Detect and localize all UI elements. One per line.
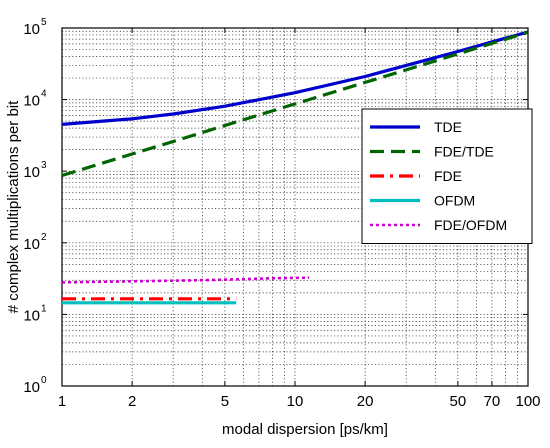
y-tick-label-base: 10 <box>23 93 40 110</box>
legend: TDE FDE/TDE FDE OFDM FDE/OFDM <box>361 108 533 244</box>
x-axis-label: modal dispersion [ps/km] <box>222 421 388 438</box>
series-layer <box>61 30 529 305</box>
y-tick-label-base: 10 <box>23 379 40 396</box>
y-tick-label-base: 10 <box>23 307 40 324</box>
y-tick-label-exponent: 1 <box>41 303 47 314</box>
x-tick-label: 50 <box>450 393 467 410</box>
y-tick-label-exponent: 3 <box>41 160 47 171</box>
series-line-fde-tde <box>61 30 529 178</box>
x-tick-label: 5 <box>221 393 229 410</box>
x-tick-label: 70 <box>484 393 501 410</box>
y-axis-label: # complex multiplications per bit <box>5 100 22 313</box>
legend-label: FDE/OFDM <box>434 217 507 233</box>
x-axis-ticks: 1 2 5 10 20 50 70 100 <box>58 28 541 410</box>
y-tick-label-exponent: 4 <box>41 89 47 100</box>
x-tick-label: 10 <box>287 393 304 410</box>
y-tick-label-exponent: 5 <box>41 17 47 28</box>
series-line-fde-ofdm <box>61 276 310 284</box>
legend-label: FDE/TDE <box>434 144 494 160</box>
x-tick-label: 1 <box>58 393 66 410</box>
legend-label: FDE <box>434 168 462 184</box>
y-tick-label-exponent: 0 <box>41 375 47 386</box>
legend-label: TDE <box>434 119 462 135</box>
legend-label: OFDM <box>434 193 475 209</box>
x-tick-label: 2 <box>128 393 136 410</box>
y-tick-label-base: 10 <box>23 164 40 181</box>
series-line-tde <box>61 30 529 126</box>
y-tick-label-base: 10 <box>23 21 40 38</box>
x-tick-label: 20 <box>357 393 374 410</box>
y-tick-label-exponent: 2 <box>41 232 47 243</box>
y-tick-label-base: 10 <box>23 236 40 253</box>
x-tick-label: 100 <box>515 393 540 410</box>
